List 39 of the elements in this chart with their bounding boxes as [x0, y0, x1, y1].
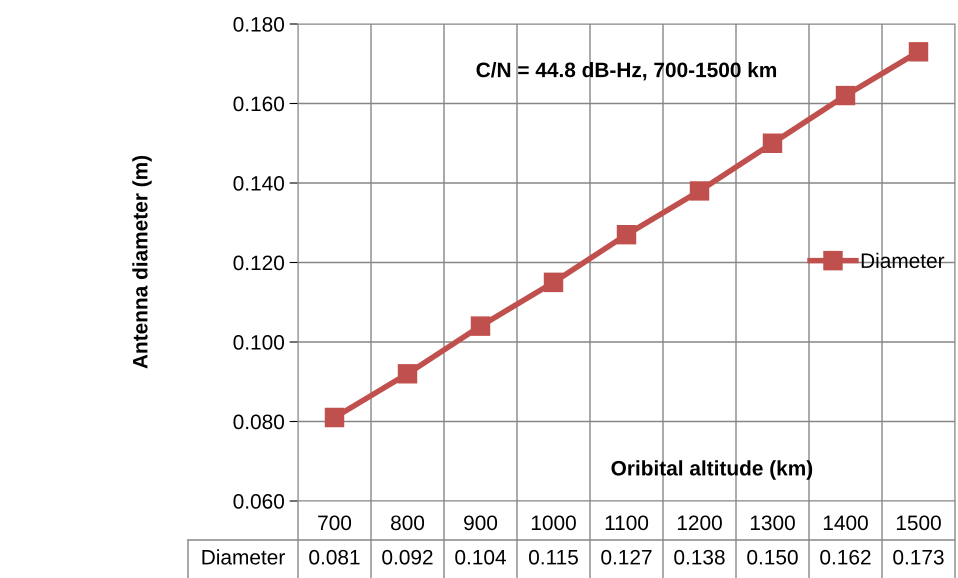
point — [470, 316, 490, 336]
data-label: 0.092 — [382, 550, 433, 565]
data-label: 0.081 — [309, 550, 360, 565]
y-tick-label: 0.060 — [233, 494, 284, 509]
point — [908, 42, 928, 62]
data-label: 0.127 — [601, 550, 652, 565]
data-label: 0.162 — [820, 550, 871, 565]
x-axis-title: Oribital altitude (km) — [611, 460, 812, 480]
x-tick-label: 1300 — [750, 515, 795, 530]
x-tick-label: 1000 — [532, 515, 576, 530]
data-label: 0.150 — [747, 550, 798, 565]
x-tick-label: 1400 — [824, 515, 868, 530]
y-tick-label: 0.160 — [233, 96, 284, 112]
point — [690, 181, 710, 201]
y-axis-title: Antenna diameter (m) — [132, 156, 152, 369]
text: C/N = 44.8 dB-Hz, 700-1500 km — [476, 62, 776, 80]
y-tick-label: 0.080 — [233, 414, 284, 430]
data-label: 0.115 — [529, 550, 578, 565]
x-tick-label: 1100 — [606, 515, 648, 530]
x-tick-label: 1500 — [896, 515, 941, 530]
legend-label: Diameter — [862, 252, 944, 268]
point — [836, 86, 856, 106]
x-tick-label: 1200 — [678, 515, 722, 530]
y-tick-label: 0.180 — [233, 17, 284, 32]
point — [762, 134, 782, 153]
data-label: 0.138 — [674, 550, 725, 565]
x-tick-label: 900 — [464, 515, 498, 530]
point — [616, 224, 636, 244]
data-label: 0.173 — [893, 550, 944, 565]
y-tick-label: 0.100 — [233, 335, 284, 350]
point — [324, 408, 344, 428]
y-tick-label: 0.120 — [233, 256, 284, 270]
x-tick-label: 800 — [391, 515, 424, 530]
y-tick-label: 0.140 — [233, 176, 284, 191]
point — [544, 272, 564, 292]
data-label: 0.104 — [455, 550, 506, 565]
point — [398, 364, 418, 384]
x-tick-label: 700 — [318, 515, 352, 530]
text: Diameter — [202, 549, 285, 565]
